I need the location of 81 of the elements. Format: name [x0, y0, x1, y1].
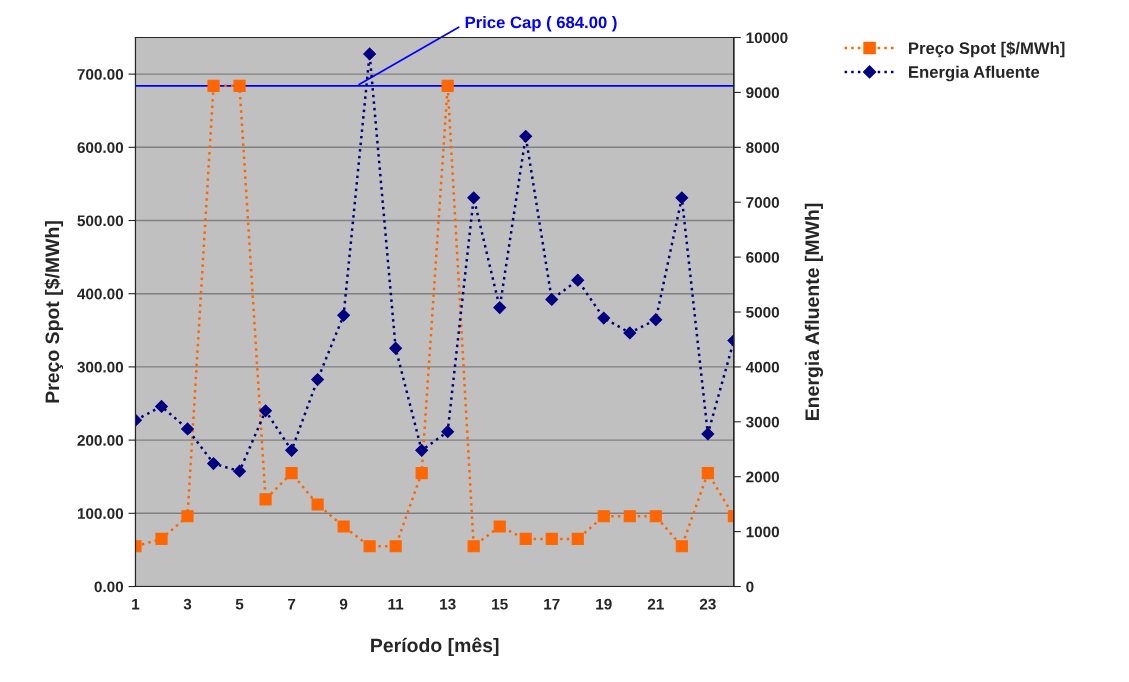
y-tick-label: 600.00 [77, 142, 124, 153]
legend-label: Energia Afluente [909, 65, 1040, 82]
point [675, 540, 688, 553]
point [259, 493, 272, 506]
point [493, 301, 507, 315]
point [181, 510, 194, 523]
point [311, 498, 324, 511]
point [337, 308, 351, 322]
point [571, 532, 584, 546]
x-tick-label: 3 [183, 598, 192, 610]
point [545, 532, 558, 546]
point [337, 520, 350, 533]
x-tick-label: 19 [596, 598, 612, 610]
x-tick-label: 21 [647, 598, 664, 610]
y2-axis-title: Energia Afluente [MWh] [804, 203, 824, 420]
point [285, 443, 298, 457]
x-tick-label: 23 [699, 598, 716, 610]
point [649, 313, 663, 327]
y-tick-label: 700.00 [77, 68, 124, 80]
x-tick-label: 5 [235, 598, 244, 610]
point [233, 79, 246, 92]
point [675, 191, 689, 205]
point [389, 540, 402, 553]
y2-tick-label: 9000 [746, 87, 780, 99]
y2-tick-label: 8000 [746, 142, 780, 153]
x-axis-title: Período [mês] [371, 637, 499, 657]
point [155, 400, 168, 413]
point [233, 464, 246, 478]
point [285, 466, 298, 480]
point [441, 425, 455, 439]
point [545, 292, 559, 306]
point [181, 422, 194, 436]
point [311, 373, 325, 386]
point [207, 79, 220, 92]
point [155, 532, 168, 546]
point [363, 47, 377, 61]
legend-label: Preço Spot [$/MWh] [909, 41, 1065, 58]
x-tick-label: 13 [440, 598, 456, 610]
y2-tick-label: 3000 [746, 416, 780, 428]
y2-tick-label: 2000 [746, 471, 780, 483]
y2-tick-label: 7000 [746, 197, 780, 208]
point [597, 510, 610, 523]
y-tick-label: 200.00 [77, 434, 124, 446]
x-tick-label: 15 [492, 598, 508, 610]
point [701, 466, 714, 480]
point [389, 341, 403, 355]
y2-tick-label: 5000 [746, 306, 780, 318]
point [259, 404, 272, 418]
y-tick-label: 300.00 [77, 361, 124, 373]
y2-tick-label: 1000 [746, 526, 780, 538]
x-tick-label: 7 [287, 598, 296, 610]
y2-tick-label: 10000 [746, 32, 788, 44]
point [597, 311, 611, 325]
point [415, 466, 428, 480]
x-tick-label: 11 [388, 598, 404, 610]
x-tick-label: 17 [544, 598, 560, 610]
y-tick-label: 500.00 [77, 215, 124, 227]
ref-line-label: Price Cap ( 684.00 ) [465, 16, 617, 32]
point [207, 457, 220, 470]
y2-tick-label: 4000 [745, 361, 780, 373]
y-tick-label: 400.00 [77, 288, 124, 300]
point [415, 443, 429, 457]
y-tick-label: 100.00 [77, 508, 124, 519]
point [701, 427, 715, 441]
point [571, 273, 585, 287]
y-axis-title: Preço Spot [$/MWh] [44, 221, 64, 403]
point [467, 540, 480, 553]
point [363, 540, 376, 553]
x-tick-label: 9 [339, 598, 348, 610]
point [493, 520, 506, 533]
point [623, 326, 637, 340]
point [519, 129, 533, 143]
x-tick-label: 1 [132, 598, 140, 610]
y-tick-label: 0.00 [94, 581, 124, 593]
point [649, 510, 662, 523]
y2-tick-label: 0 [746, 581, 754, 593]
point [441, 79, 454, 92]
point [623, 510, 636, 523]
y2-tick-label: 6000 [746, 251, 780, 263]
point [519, 532, 532, 546]
point [467, 191, 481, 205]
